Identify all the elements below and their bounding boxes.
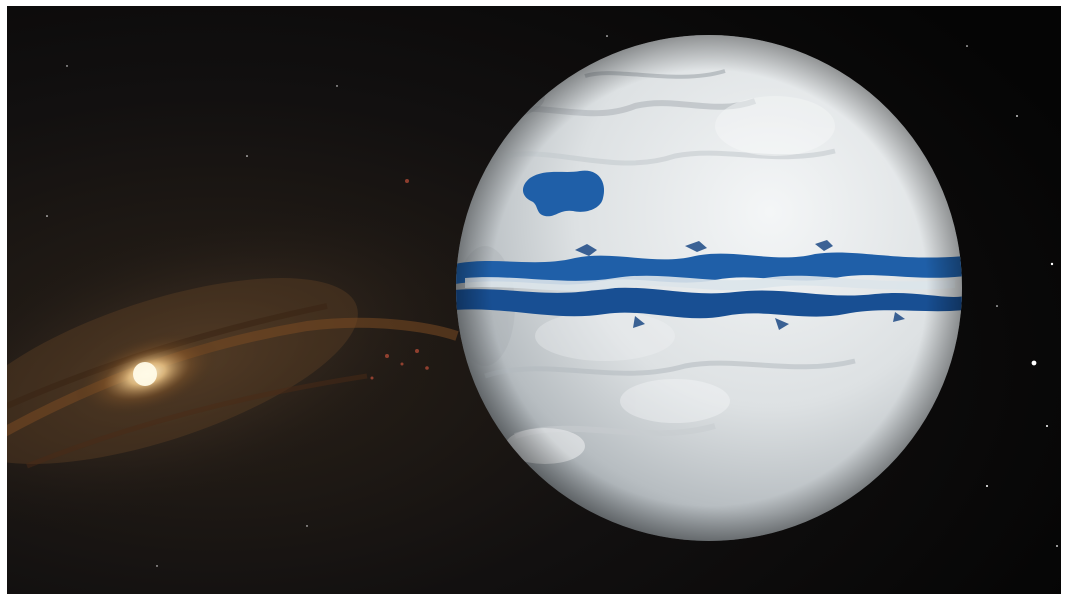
spiral-galaxy [7, 179, 485, 532]
space-scene [7, 6, 1061, 594]
stars [46, 35, 1058, 567]
galaxy-core [133, 362, 157, 386]
bright-star [1031, 360, 1037, 366]
snowball-planet [456, 35, 962, 541]
scene-illustration [7, 6, 1061, 594]
